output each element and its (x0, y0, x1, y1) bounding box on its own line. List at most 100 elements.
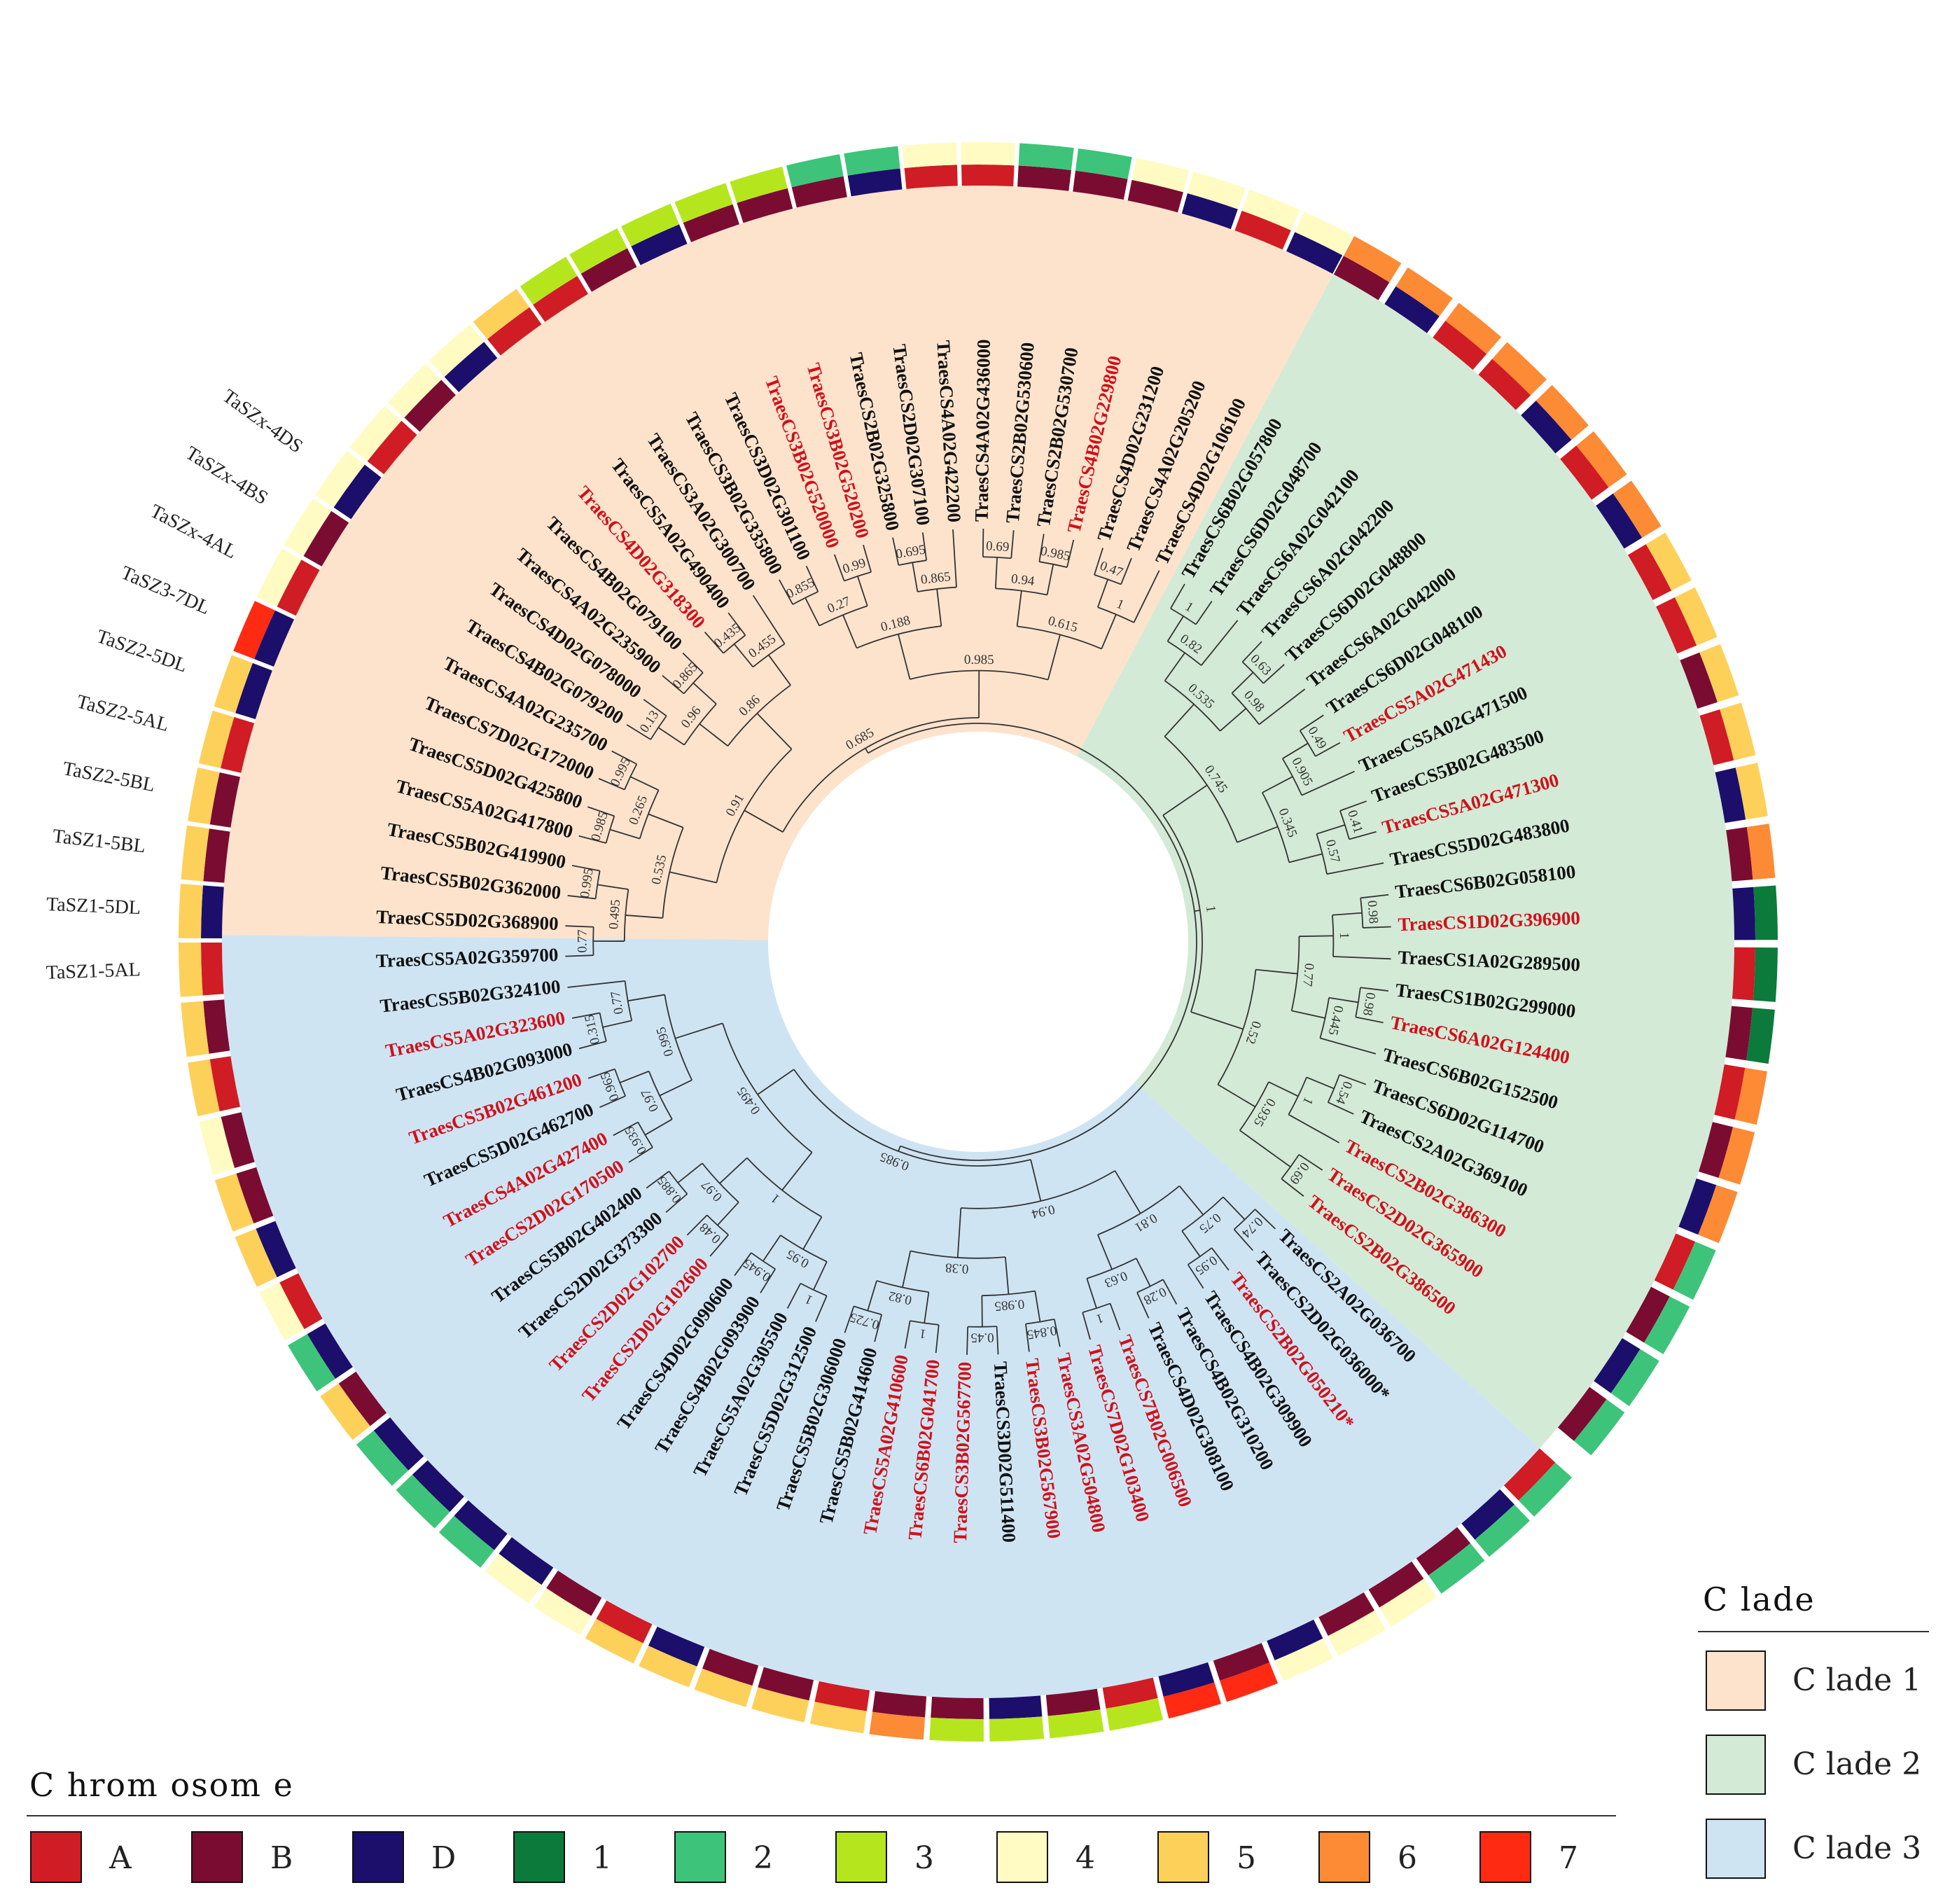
branch-radial (734, 1252, 752, 1277)
chromosome-ring-segment (1163, 1682, 1222, 1719)
gene-annotation: TaSZ1-5BL (52, 826, 147, 858)
chromosome-ring-segment (1573, 1399, 1625, 1456)
branch-radial (565, 954, 594, 957)
subgenome-ring-segment (1726, 827, 1753, 882)
chromosome-swatch (1318, 1831, 1370, 1883)
subgenome-ring-segment (989, 1695, 1043, 1719)
branch-radial (863, 545, 872, 573)
subgenome-ring-segment (580, 248, 637, 292)
branch-arc (1231, 693, 1260, 725)
chromosome-ring-segment (1734, 1067, 1767, 1125)
chromosome-ring-segment (1698, 1185, 1738, 1244)
branch-radial (1170, 583, 1185, 609)
subgenome-ring-segment (758, 1667, 814, 1701)
chromosome-ring-segment (429, 324, 485, 377)
branch-radial (1255, 968, 1298, 975)
branch-radial (1332, 912, 1363, 916)
branch-radial (805, 597, 820, 626)
subgenome-ring-segment (1732, 947, 1755, 1001)
chromosome-legend-title: C hrom osom e (29, 1766, 294, 1804)
branch-arc (1170, 608, 1197, 625)
branch-radial (567, 895, 596, 900)
chromosome-ring-segment (233, 601, 275, 660)
bootstrap-value: 0.98 (1365, 900, 1381, 924)
branch-radial (669, 871, 717, 884)
root-arc (868, 723, 1197, 1161)
branch-radial (767, 654, 791, 686)
branch-radial (805, 566, 819, 592)
clade-3-label: C lade 3 (1792, 1830, 1921, 1866)
clade-1-swatch (1706, 1651, 1766, 1711)
branch-arc (854, 1305, 882, 1316)
subgenome-ring-segment (961, 164, 1015, 187)
branch-radial (1162, 784, 1208, 817)
subgenome-ring-segment (1368, 1561, 1424, 1608)
branch-radial (760, 1268, 776, 1293)
branch-radial (1254, 1209, 1276, 1230)
subgenome-ring-segment (1286, 232, 1343, 274)
branch-arc (800, 1282, 828, 1297)
subgenome-ring-segment (1699, 1122, 1734, 1179)
chromosome-ring-segment (569, 228, 627, 274)
chromosome-ring-segment (259, 1282, 305, 1341)
chromosome-ring-segment (473, 289, 530, 340)
clade-2-swatch (1706, 1735, 1766, 1795)
branch-radial (1233, 1229, 1253, 1251)
branch-radial (1120, 557, 1132, 585)
branch-radial (757, 1069, 795, 1095)
subgenome-ring-segment (201, 942, 224, 996)
branch-radial (613, 1121, 639, 1137)
branch-radial (1053, 1319, 1061, 1347)
chromosome-ring-segment (844, 146, 900, 176)
chromosome-ring-segment (1645, 532, 1692, 591)
subgenome-ring-segment (737, 188, 793, 223)
chromosome-ring-segment (188, 1059, 220, 1117)
branch-radial (1094, 548, 1103, 576)
gene-annotation: TaSZ2-5BL (61, 758, 157, 796)
branch-radial (1339, 1073, 1367, 1085)
subgenome-ring-segment (596, 1600, 653, 1644)
subgenome-ring-segment (1715, 767, 1746, 824)
branch-radial (1101, 614, 1117, 649)
branch-radial (921, 532, 928, 561)
subgenome-ring-segment (1045, 1688, 1101, 1716)
chromosome-ring-segment (730, 166, 788, 203)
chromosome-ring-segment (1518, 1462, 1573, 1517)
tree-branches (565, 529, 1391, 1355)
branch-radial (1301, 770, 1355, 796)
clade-2-label: C lade 2 (1792, 1746, 1921, 1782)
branch-radial (1282, 742, 1309, 760)
bootstrap-value: 0.94 (1010, 571, 1036, 589)
branch-radial (627, 994, 665, 1002)
gene-annotation: TaSZx-4DS (218, 385, 307, 457)
chromosome-ring-segment (902, 142, 957, 169)
branch-radial (1281, 1178, 1304, 1197)
chromosome-ring-segment (1753, 947, 1778, 1002)
branch-radial (1200, 620, 1239, 666)
branch-radial (1038, 534, 1045, 562)
branch-arc (968, 1326, 997, 1328)
subgenome-ring-segment (412, 1460, 464, 1513)
chromosome-ring-segment (989, 1716, 1045, 1742)
subgenome-ring-segment (1732, 887, 1755, 940)
chromosome-ring-segment (1720, 702, 1756, 760)
chromosome-ring-segment (1475, 1504, 1530, 1557)
branch-radial (727, 612, 746, 636)
branch-radial (571, 1012, 600, 1019)
center-circle (768, 732, 1188, 1152)
branch-radial (935, 1324, 940, 1353)
branch-radial (565, 925, 594, 928)
chromosome-swatch (1157, 1831, 1209, 1883)
subgenome-ring-segment (1654, 1233, 1696, 1290)
branch-radial (619, 1070, 650, 1083)
chromosome-swatch (513, 1831, 565, 1883)
subgenome-ring-segment (533, 276, 588, 322)
branch-arc (1241, 661, 1265, 684)
branch-arc (605, 816, 615, 844)
branch-radial (675, 1022, 723, 1039)
chromosome-ring-segment (929, 1717, 984, 1742)
subgenome-ring-segment (1557, 1387, 1607, 1441)
bootstrap-value: 0.865 (920, 569, 952, 588)
chromosome-ring-segment (284, 498, 332, 556)
chromosome-ring-segment (1220, 1662, 1279, 1702)
